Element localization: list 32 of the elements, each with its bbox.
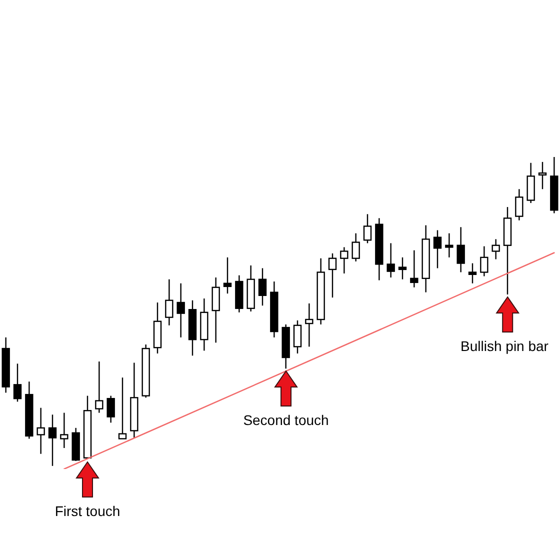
- candlestick: [13, 363, 22, 402]
- candlestick: [352, 232, 360, 262]
- candlestick: [95, 360, 104, 414]
- candlestick: [468, 262, 477, 284]
- candlestick: [328, 252, 337, 298]
- candlestick: [118, 376, 127, 440]
- candlestick: [223, 256, 232, 294]
- candlestick: [258, 268, 267, 306]
- candlestick: [305, 302, 314, 348]
- candlestick: [433, 230, 442, 269]
- text: First touch: [54, 503, 120, 519]
- candlestick: [293, 320, 302, 354]
- candlestick: [340, 246, 348, 274]
- candlestick: [363, 214, 372, 244]
- candlestick: [165, 278, 174, 326]
- candlestick: [60, 412, 68, 449]
- candlestick: [492, 238, 500, 260]
- annotation: Bullish pin bar: [460, 338, 549, 354]
- candlestick: [456, 226, 465, 273]
- candlestick: [36, 407, 45, 454]
- candlestick: [398, 256, 407, 280]
- candlestick: [106, 395, 115, 424]
- candlestick: [410, 250, 418, 288]
- candlestick: [48, 414, 57, 467]
- candlestick: [538, 161, 547, 190]
- candlestick: [445, 232, 454, 258]
- candlestick: [212, 276, 220, 344]
- candlestick: [176, 282, 185, 338]
- annotation: Second touch: [243, 412, 329, 428]
- candlestick: [515, 188, 524, 221]
- candlestick: [386, 242, 395, 278]
- candlestick: [480, 246, 488, 277]
